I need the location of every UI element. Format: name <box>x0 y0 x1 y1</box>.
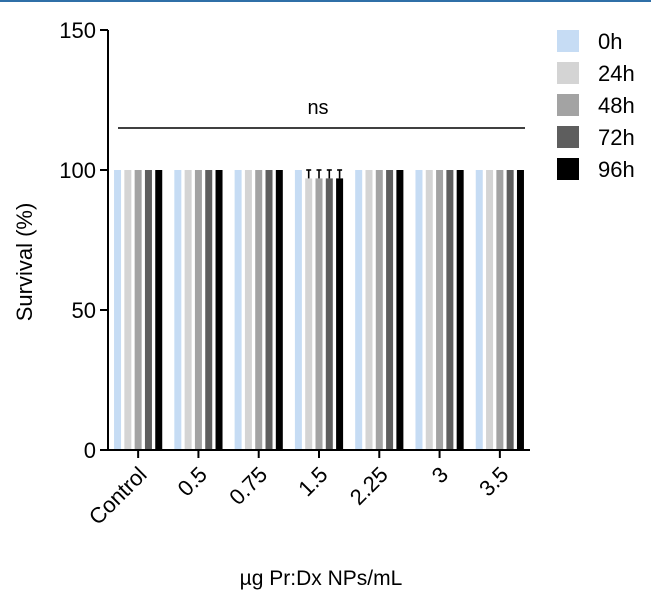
bar <box>184 170 192 450</box>
bar <box>155 170 163 450</box>
x-tick-label: 0.75 <box>224 462 272 510</box>
legend-label: 96h <box>598 157 635 182</box>
bars-layer <box>114 170 524 450</box>
legend-swatch <box>557 30 579 52</box>
legend-swatch <box>557 94 579 116</box>
bar <box>446 170 454 450</box>
x-ticks: Control 0.5 0.75 1.5 2.25 3 3.5 <box>84 450 513 530</box>
bar <box>124 170 132 450</box>
top-rule <box>0 0 651 2</box>
y-tick-label: 50 <box>72 298 96 323</box>
bar <box>205 170 213 450</box>
y-tick-label: 150 <box>59 18 96 43</box>
legend: 0h 24h 48h 72h 96h <box>557 29 635 182</box>
bar <box>215 170 223 450</box>
y-ticks: 0 50 100 150 <box>59 18 108 463</box>
x-tick-label: 3.5 <box>474 462 513 501</box>
x-tick-label: 3 <box>427 462 453 488</box>
error-bars-layer <box>306 169 343 179</box>
bar <box>486 170 494 450</box>
bar <box>496 170 504 450</box>
bar <box>375 170 383 450</box>
bar <box>396 170 404 450</box>
bar <box>114 170 122 450</box>
bar <box>134 170 142 450</box>
bar <box>456 170 464 450</box>
significance-label: ns <box>307 97 328 119</box>
bar <box>336 178 344 450</box>
bar <box>244 170 252 450</box>
legend-label: 0h <box>598 29 622 54</box>
bar <box>506 170 514 450</box>
bar <box>255 170 263 450</box>
y-tick-label: 100 <box>59 158 96 183</box>
legend-swatch <box>557 62 579 84</box>
bar <box>516 170 524 450</box>
legend-label: 72h <box>598 125 635 150</box>
bar <box>365 170 373 450</box>
bar <box>174 170 182 450</box>
bar <box>425 170 433 450</box>
bar <box>265 170 273 450</box>
bar <box>315 178 323 450</box>
bar <box>475 170 483 450</box>
x-tick-label: 2.25 <box>345 462 393 510</box>
bar <box>436 170 444 450</box>
bar <box>415 170 423 450</box>
bar <box>294 170 302 450</box>
legend-swatch <box>557 126 579 148</box>
x-tick-label: Control <box>84 462 152 530</box>
bar <box>144 170 152 450</box>
x-axis-label: µg Pr:Dx NPs/mL <box>240 567 403 590</box>
x-tick-label: 0.5 <box>173 462 212 501</box>
bar <box>275 170 283 450</box>
x-tick-label: 1.5 <box>293 462 332 501</box>
legend-swatch <box>557 158 579 180</box>
y-axis-label: Survival (%) <box>12 203 37 322</box>
bar <box>305 178 313 450</box>
bar <box>386 170 394 450</box>
legend-label: 24h <box>598 61 635 86</box>
bar <box>325 178 333 450</box>
bar <box>234 170 242 450</box>
bar <box>355 170 363 450</box>
y-tick-label: 0 <box>84 438 96 463</box>
legend-label: 48h <box>598 93 635 118</box>
bar <box>194 170 202 450</box>
